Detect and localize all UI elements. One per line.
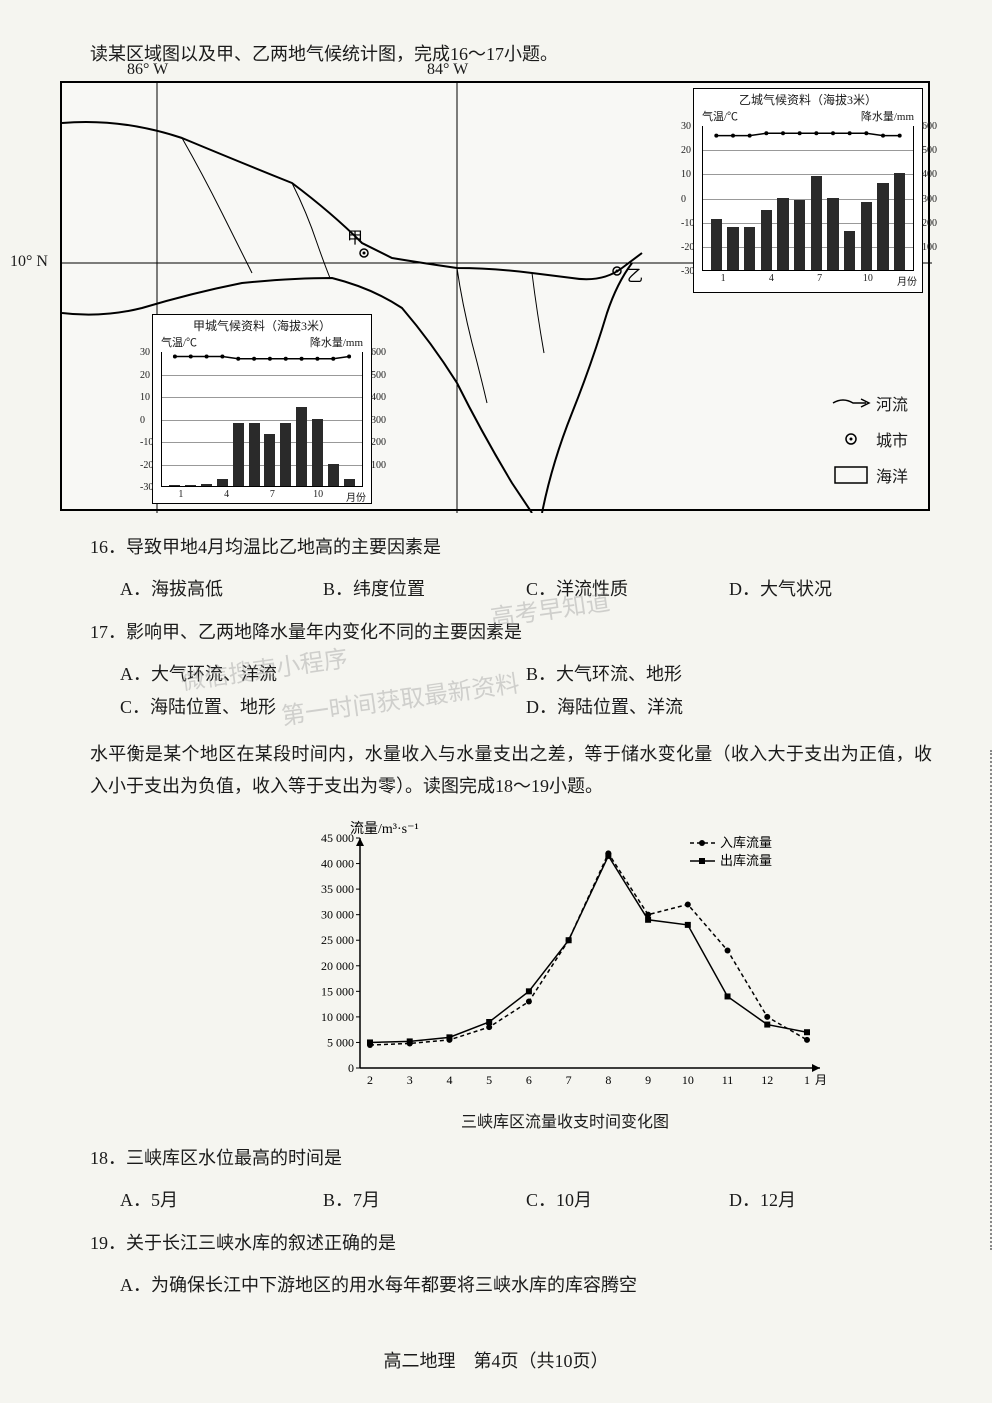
climate-chart-jia: 甲城气候资料（海拔3米） 气温/℃ 降水量/mm 3020100-10-20-3…: [152, 314, 372, 504]
q17-opt-a: A．大气环流、洋流: [120, 658, 526, 690]
svg-text:2: 2: [367, 1073, 373, 1087]
legend-ocean: 海洋: [876, 463, 908, 487]
svg-text:20 000: 20 000: [321, 959, 354, 973]
svg-text:40 000: 40 000: [321, 856, 354, 870]
ocean-icon: [826, 465, 876, 485]
intro-text-1: 读某区域图以及甲、乙两地气候统计图，完成16～17小题。: [90, 40, 932, 66]
svg-text:6: 6: [526, 1073, 532, 1087]
svg-text:4: 4: [446, 1073, 452, 1087]
q16-opt-d: D．大气状况: [729, 573, 932, 605]
latitude-10n: 10° N: [10, 253, 48, 271]
chart-jia-precip-label: 降水量/mm: [310, 334, 363, 350]
svg-text:9: 9: [645, 1073, 651, 1087]
legend-city: 城市: [876, 427, 908, 451]
legend-river: 河流: [876, 391, 908, 415]
q19-stem: 19．关于长江三峡水库的叙述正确的是: [90, 1227, 932, 1259]
q17-stem: 17．影响甲、乙两地降水量年内变化不同的主要因素是: [90, 616, 932, 648]
q18-opt-a: A．5月: [120, 1184, 323, 1216]
chart-yi-precip-label: 降水量/mm: [861, 108, 914, 124]
map-figure: 86° W 84° W 10° N 甲 乙 乙城气候资料（海拔3米） 气温/℃ …: [60, 81, 930, 511]
q17-opt-d: D．海陆位置、洋流: [526, 691, 932, 723]
q19-opt-a: A．为确保长江中下游地区的用水每年都要将三峡水库的库容腾空: [120, 1269, 637, 1301]
chart-jia-temp-label: 气温/℃: [161, 334, 197, 350]
svg-text:8: 8: [605, 1073, 611, 1087]
svg-text:月: 月: [815, 1073, 827, 1087]
svg-text:12: 12: [761, 1073, 773, 1087]
city-icon: [826, 431, 876, 447]
chart-yi-title: 乙城气候资料（海拔3米）: [694, 91, 922, 108]
svg-text:30 000: 30 000: [321, 907, 354, 921]
q16-stem: 16．导致甲地4月均温比乙地高的主要因素是: [90, 531, 932, 563]
q18-opt-d: D．12月: [729, 1184, 932, 1216]
svg-text:5 000: 5 000: [327, 1035, 354, 1049]
flow-chart: 流量/m³·s⁻¹45 00040 00035 00030 00025 0002…: [290, 818, 840, 1098]
city-yi-label: 乙: [627, 268, 643, 285]
svg-text:10: 10: [682, 1073, 694, 1087]
city-jia-label: 甲: [347, 230, 363, 247]
page-footer: 高二地理 第4页（共10页）: [0, 1347, 992, 1373]
map-legend: 河流 城市 海洋: [826, 379, 908, 499]
q17-opt-c: C．海陆位置、地形: [120, 691, 526, 723]
q16-opt-c: C．洋流性质: [526, 573, 729, 605]
q16-opt-a: A．海拔高低: [120, 573, 323, 605]
q18-opt-c: C．10月: [526, 1184, 729, 1216]
svg-text:25 000: 25 000: [321, 933, 354, 947]
longitude-84w: 84° W: [427, 61, 468, 79]
svg-text:7: 7: [566, 1073, 572, 1087]
longitude-86w: 86° W: [127, 61, 168, 79]
svg-text:0: 0: [348, 1061, 354, 1075]
climate-chart-yi: 乙城气候资料（海拔3米） 气温/℃ 降水量/mm 3020100-10-20-3…: [693, 88, 923, 293]
svg-text:11: 11: [722, 1073, 734, 1087]
svg-text:5: 5: [486, 1073, 492, 1087]
svg-text:出库流量: 出库流量: [720, 853, 772, 868]
river-icon: [826, 395, 876, 411]
q17-opt-b: B．大气环流、地形: [526, 658, 932, 690]
svg-text:入库流量: 入库流量: [720, 835, 772, 850]
chart-yi-temp-label: 气温/℃: [702, 108, 738, 124]
svg-text:15 000: 15 000: [321, 984, 354, 998]
svg-text:1: 1: [804, 1073, 810, 1087]
svg-text:流量/m³·s⁻¹: 流量/m³·s⁻¹: [350, 821, 419, 837]
intro-text-2: 水平衡是某个地区在某段时间内，水量收入与水量支出之差，等于储水变化量（收入大于支…: [90, 738, 932, 803]
svg-text:45 000: 45 000: [321, 831, 354, 845]
q18-opt-b: B．7月: [323, 1184, 526, 1216]
svg-text:10 000: 10 000: [321, 1010, 354, 1024]
chart-jia-title: 甲城气候资料（海拔3米）: [153, 317, 371, 334]
q16-opt-b: B．纬度位置: [323, 573, 526, 605]
q18-stem: 18．三峡库区水位最高的时间是: [90, 1142, 932, 1174]
svg-text:3: 3: [407, 1073, 413, 1087]
flow-chart-title: 三峡库区流量收支时间变化图: [290, 1108, 840, 1132]
svg-text:35 000: 35 000: [321, 882, 354, 896]
